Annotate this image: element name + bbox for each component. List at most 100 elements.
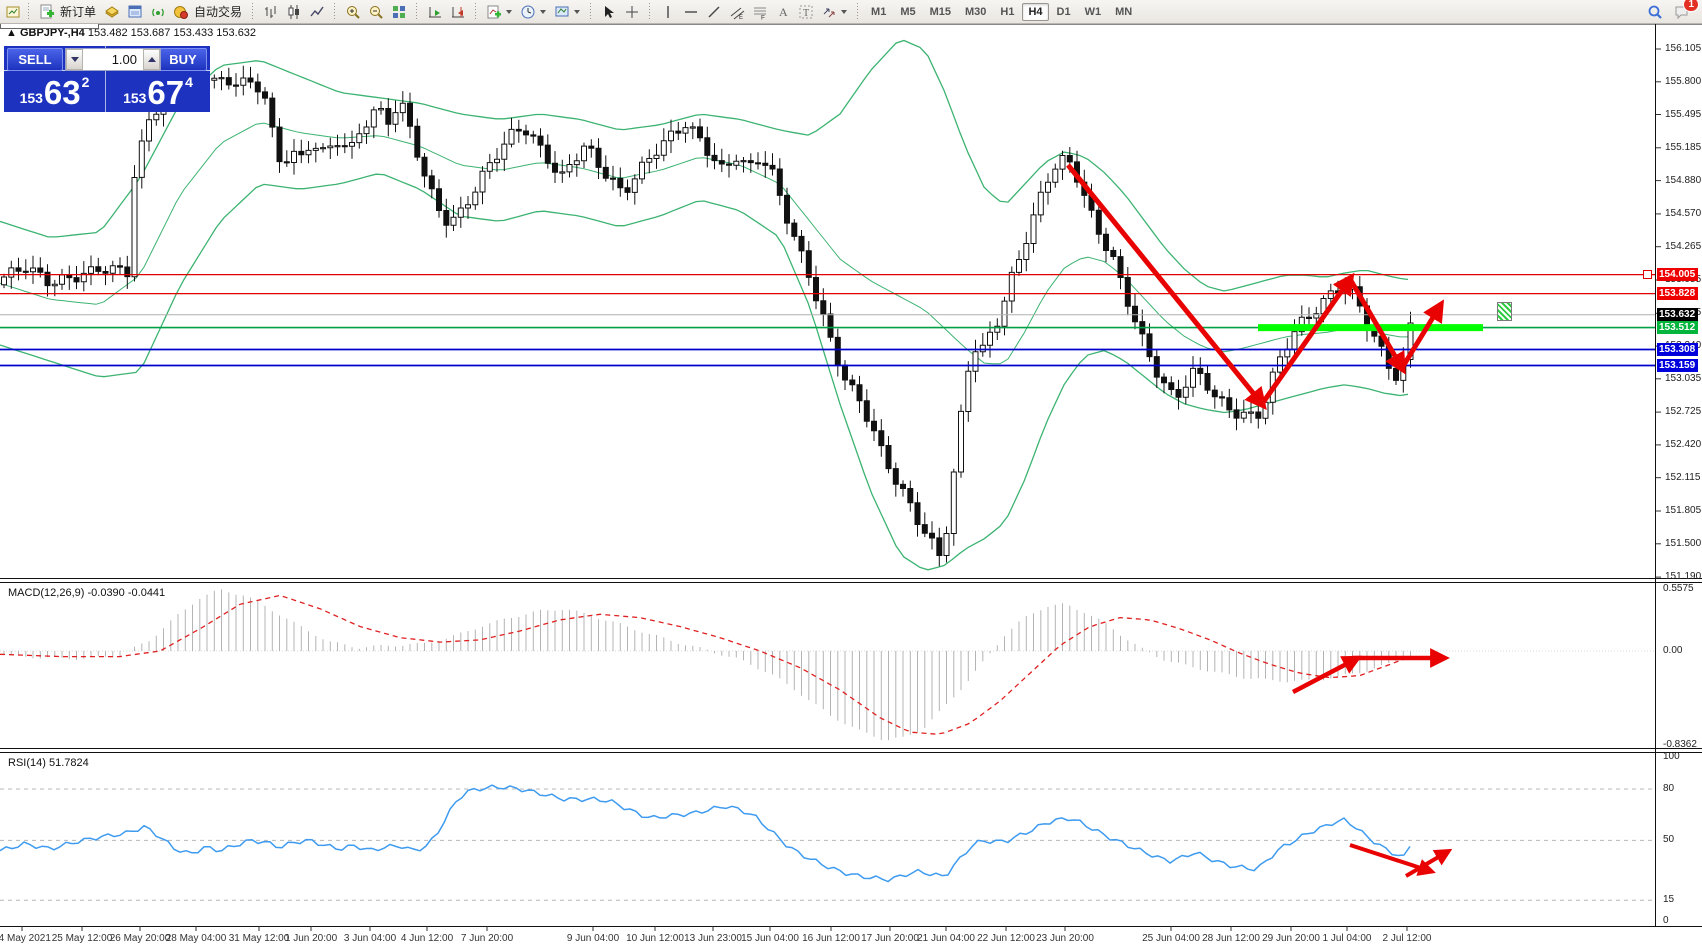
auto-trading-label[interactable]: 自动交易 — [194, 5, 243, 19]
sell-button[interactable]: SELL — [7, 48, 63, 71]
price-tick: 155.495 — [1665, 108, 1702, 120]
time-tick-label: 15 Jun 04:00 — [741, 933, 799, 944]
horizontal-line-icon[interactable] — [680, 2, 701, 22]
volume-increase-button[interactable] — [143, 49, 160, 70]
price-tick: 155.800 — [1665, 75, 1702, 87]
macd-pane — [0, 589, 1655, 741]
trend-arrows — [1066, 163, 1445, 410]
toolbar-separator — [250, 2, 256, 21]
time-tick-label: 28 May 04:00 — [165, 933, 227, 944]
hline-endpoint-marker[interactable] — [1643, 270, 1652, 279]
fibonacci-icon[interactable]: F — [749, 2, 770, 22]
indicator-axis-tick: 0.5575 — [1663, 583, 1694, 594]
auto-trading-icon[interactable] — [170, 2, 191, 22]
price-tick: 155.185 — [1665, 141, 1702, 153]
tile-windows-icon[interactable] — [388, 2, 409, 22]
toolbar-separator — [647, 2, 653, 21]
toolbar-separator — [473, 2, 479, 21]
templates-icon[interactable] — [551, 2, 572, 22]
price-tag: 153.512 — [1657, 320, 1699, 334]
timeframe-button-m1[interactable]: M1 — [871, 5, 887, 18]
candlestick-chart-icon[interactable] — [283, 2, 304, 22]
time-tick-label: 23 Jun 20:00 — [1036, 933, 1094, 944]
time-tick-label: 24 May 2021 — [0, 933, 51, 944]
time-tick-label: 21 Jun 04:00 — [917, 933, 975, 944]
toolbar-separator — [332, 2, 338, 21]
equidistant-channel-icon[interactable]: E — [726, 2, 747, 22]
new-order-label[interactable]: 新订单 — [60, 5, 97, 19]
timeframe-button-m30[interactable]: M30 — [965, 5, 987, 18]
indicators-dropdown-caret[interactable] — [506, 9, 513, 14]
trendline-icon[interactable] — [703, 2, 724, 22]
vertical-line-icon[interactable] — [657, 2, 678, 22]
chart-window-icon[interactable] — [2, 2, 23, 22]
timeframe-button-h4[interactable]: H4 — [1022, 2, 1049, 21]
buy-button[interactable]: BUY — [159, 48, 207, 71]
bar-chart-icon[interactable] — [260, 2, 281, 22]
time-tick-label: 25 May 12:00 — [51, 933, 113, 944]
timeframe-button-m15[interactable]: M15 — [929, 5, 951, 18]
indicator-axis-tick: -0.8362 — [1663, 739, 1697, 750]
indicator-axis-tick: 0 — [1663, 915, 1669, 926]
time-tick-label: 1 Jun 20:00 — [284, 933, 338, 944]
chart-profiles-icon[interactable] — [101, 2, 122, 22]
buy-price-small: 153 — [123, 90, 147, 106]
text-label-icon[interactable]: T — [795, 2, 816, 22]
periods-icon[interactable] — [517, 2, 538, 22]
templates-dropdown-caret[interactable] — [574, 9, 581, 14]
collapse-icon[interactable]: ▲ — [6, 27, 17, 39]
signal-icon[interactable] — [147, 2, 168, 22]
timeframe-button-h1[interactable]: H1 — [1000, 5, 1015, 18]
price-tick: 156.105 — [1665, 43, 1702, 54]
price-tag: 153.632 — [1657, 307, 1699, 321]
arrows-tool-icon[interactable] — [818, 2, 839, 22]
symbol-label: GBPJPY-,H4 — [19, 27, 85, 39]
price-tick: 151.190 — [1665, 571, 1702, 583]
sell-price: 153 63 2 — [4, 70, 105, 111]
text-icon[interactable]: A — [772, 2, 793, 22]
time-tick-label: 17 Jun 20:00 — [861, 933, 919, 944]
auto-scroll-icon[interactable] — [424, 2, 445, 22]
bollinger-bands — [0, 39, 1409, 571]
time-tick-label: 10 Jun 12:00 — [626, 933, 684, 944]
timeframe-button-mn[interactable]: MN — [1115, 5, 1133, 18]
symbol-info: ▲ GBPJPY-,H4 153.482 153.687 153.433 153… — [6, 27, 256, 39]
time-tick-label: 9 Jun 04:00 — [566, 933, 620, 944]
notification-badge: 1 — [1683, 0, 1699, 12]
line-chart-icon[interactable] — [306, 2, 327, 22]
new-order-icon[interactable] — [36, 2, 57, 22]
zoom-in-icon[interactable] — [342, 2, 363, 22]
price-tick: 152.725 — [1665, 406, 1702, 418]
periods-dropdown-caret[interactable] — [540, 9, 547, 14]
indicators-icon[interactable] — [483, 2, 504, 22]
indicator-axis-tick: 100 — [1663, 751, 1680, 762]
time-ticks — [21, 48, 1661, 931]
time-tick-label: 4 Jun 12:00 — [400, 933, 454, 944]
timeframe-toolbar: M1 M5 M15 M30 H1 H4 D1 W1 MN — [865, 2, 1138, 21]
toolbar-separator — [588, 2, 594, 21]
time-tick-label: 25 Jun 04:00 — [1142, 933, 1200, 944]
timeframe-button-m5[interactable]: M5 — [900, 5, 916, 18]
level-lines — [0, 274, 1655, 367]
ohlc-values: 153.482 153.687 153.433 153.632 — [87, 27, 257, 39]
market-watch-icon[interactable] — [124, 2, 145, 22]
time-tick-label: 28 Jun 12:00 — [1202, 933, 1260, 944]
arrows-dropdown-caret[interactable] — [841, 9, 848, 14]
zoom-out-icon[interactable] — [365, 2, 386, 22]
timeframe-button-d1[interactable]: D1 — [1056, 5, 1071, 18]
timeframe-button-w1[interactable]: W1 — [1084, 5, 1102, 18]
volume-input[interactable]: 1.00 — [111, 52, 137, 67]
rsi-pane — [0, 784, 1655, 901]
price-tick: 154.265 — [1665, 240, 1702, 252]
candles-layer — [1, 62, 1414, 567]
crosshair-icon[interactable] — [621, 2, 642, 22]
time-tick-label: 16 Jun 12:00 — [802, 933, 860, 944]
chart-shift-icon[interactable] — [447, 2, 468, 22]
search-icon[interactable] — [1644, 2, 1665, 22]
svg-text:T: T — [803, 8, 809, 19]
cursor-icon[interactable] — [598, 2, 619, 22]
volume-decrease-button[interactable] — [66, 49, 83, 70]
time-tick-label: 3 Jun 04:00 — [343, 933, 397, 944]
notifications-icon[interactable]: 1 — [1671, 0, 1699, 22]
